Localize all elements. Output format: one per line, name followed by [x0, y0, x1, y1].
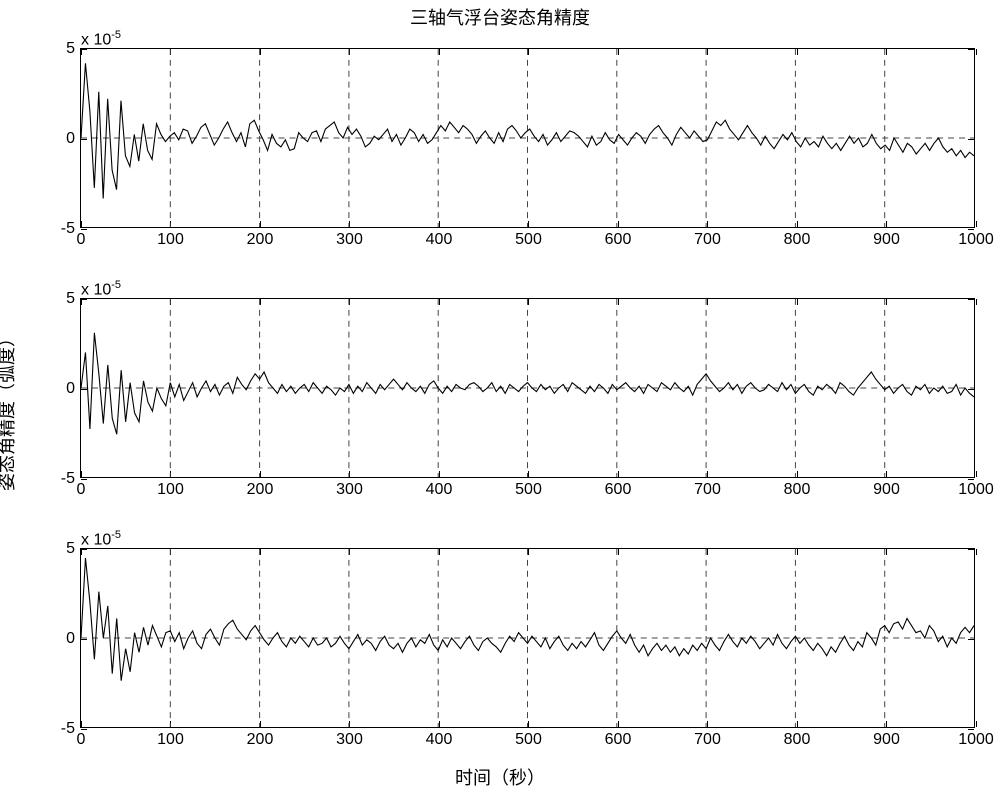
x-tick-label: 600	[605, 481, 632, 499]
subplot-3: x 10-5-505010020030040050060070080090010…	[80, 548, 975, 728]
x-tick-label: 400	[426, 731, 453, 749]
subplot-2: x 10-5-505010020030040050060070080090010…	[80, 298, 975, 478]
y-tick-label: -5	[61, 470, 75, 488]
x-tick-label: 200	[247, 731, 274, 749]
x-tick-label: 100	[157, 731, 184, 749]
y-exponent: x 10-5	[81, 279, 121, 299]
y-exponent: x 10-5	[81, 529, 121, 549]
x-axis-label: 时间（秒）	[455, 764, 545, 790]
x-tick-label: 100	[157, 231, 184, 249]
x-tick-label: 500	[515, 481, 542, 499]
x-tick-label: 400	[426, 231, 453, 249]
y-tick-label: -5	[61, 720, 75, 738]
x-tick-label: 600	[605, 231, 632, 249]
x-tick-label: 900	[873, 231, 900, 249]
subplot-1: x 10-5-505010020030040050060070080090010…	[80, 48, 975, 228]
x-tick-label: 1000	[958, 231, 994, 249]
x-tick-label: 200	[247, 231, 274, 249]
x-tick-label: 300	[336, 231, 363, 249]
y-exponent: x 10-5	[81, 29, 121, 49]
y-tick-label: 0	[66, 630, 75, 648]
y-tick-label: 5	[66, 40, 75, 58]
x-tick-label: 300	[336, 481, 363, 499]
x-tick-label: 1000	[958, 731, 994, 749]
figure: 三轴气浮台姿态角精度 姿态角精度（弧度） 时间（秒） x 10-5-505010…	[0, 0, 1000, 794]
x-tick-label: 900	[873, 731, 900, 749]
y-tick-label: 5	[66, 290, 75, 308]
x-tick-label: 0	[77, 731, 86, 749]
x-tick-label: 800	[784, 481, 811, 499]
x-tick-label: 700	[694, 231, 721, 249]
x-tick-label: 0	[77, 231, 86, 249]
y-tick-label: -5	[61, 220, 75, 238]
x-tick-label: 200	[247, 481, 274, 499]
plot-canvas	[81, 549, 974, 727]
x-tick-label: 800	[784, 731, 811, 749]
y-axis-label: 姿态角精度（弧度）	[0, 329, 19, 491]
x-tick-label: 1000	[958, 481, 994, 499]
x-tick-label: 600	[605, 731, 632, 749]
plot-canvas	[81, 299, 974, 477]
x-tick-label: 900	[873, 481, 900, 499]
x-tick-label: 300	[336, 731, 363, 749]
plot-canvas	[81, 49, 974, 227]
y-tick-label: 5	[66, 540, 75, 558]
x-tick-label: 700	[694, 731, 721, 749]
x-tick-label: 0	[77, 481, 86, 499]
figure-title: 三轴气浮台姿态角精度	[410, 4, 590, 30]
y-tick-label: 0	[66, 380, 75, 398]
x-tick-label: 500	[515, 231, 542, 249]
x-tick-label: 700	[694, 481, 721, 499]
x-tick-label: 500	[515, 731, 542, 749]
x-tick-label: 800	[784, 231, 811, 249]
x-tick-label: 100	[157, 481, 184, 499]
x-tick-label: 400	[426, 481, 453, 499]
y-tick-label: 0	[66, 130, 75, 148]
